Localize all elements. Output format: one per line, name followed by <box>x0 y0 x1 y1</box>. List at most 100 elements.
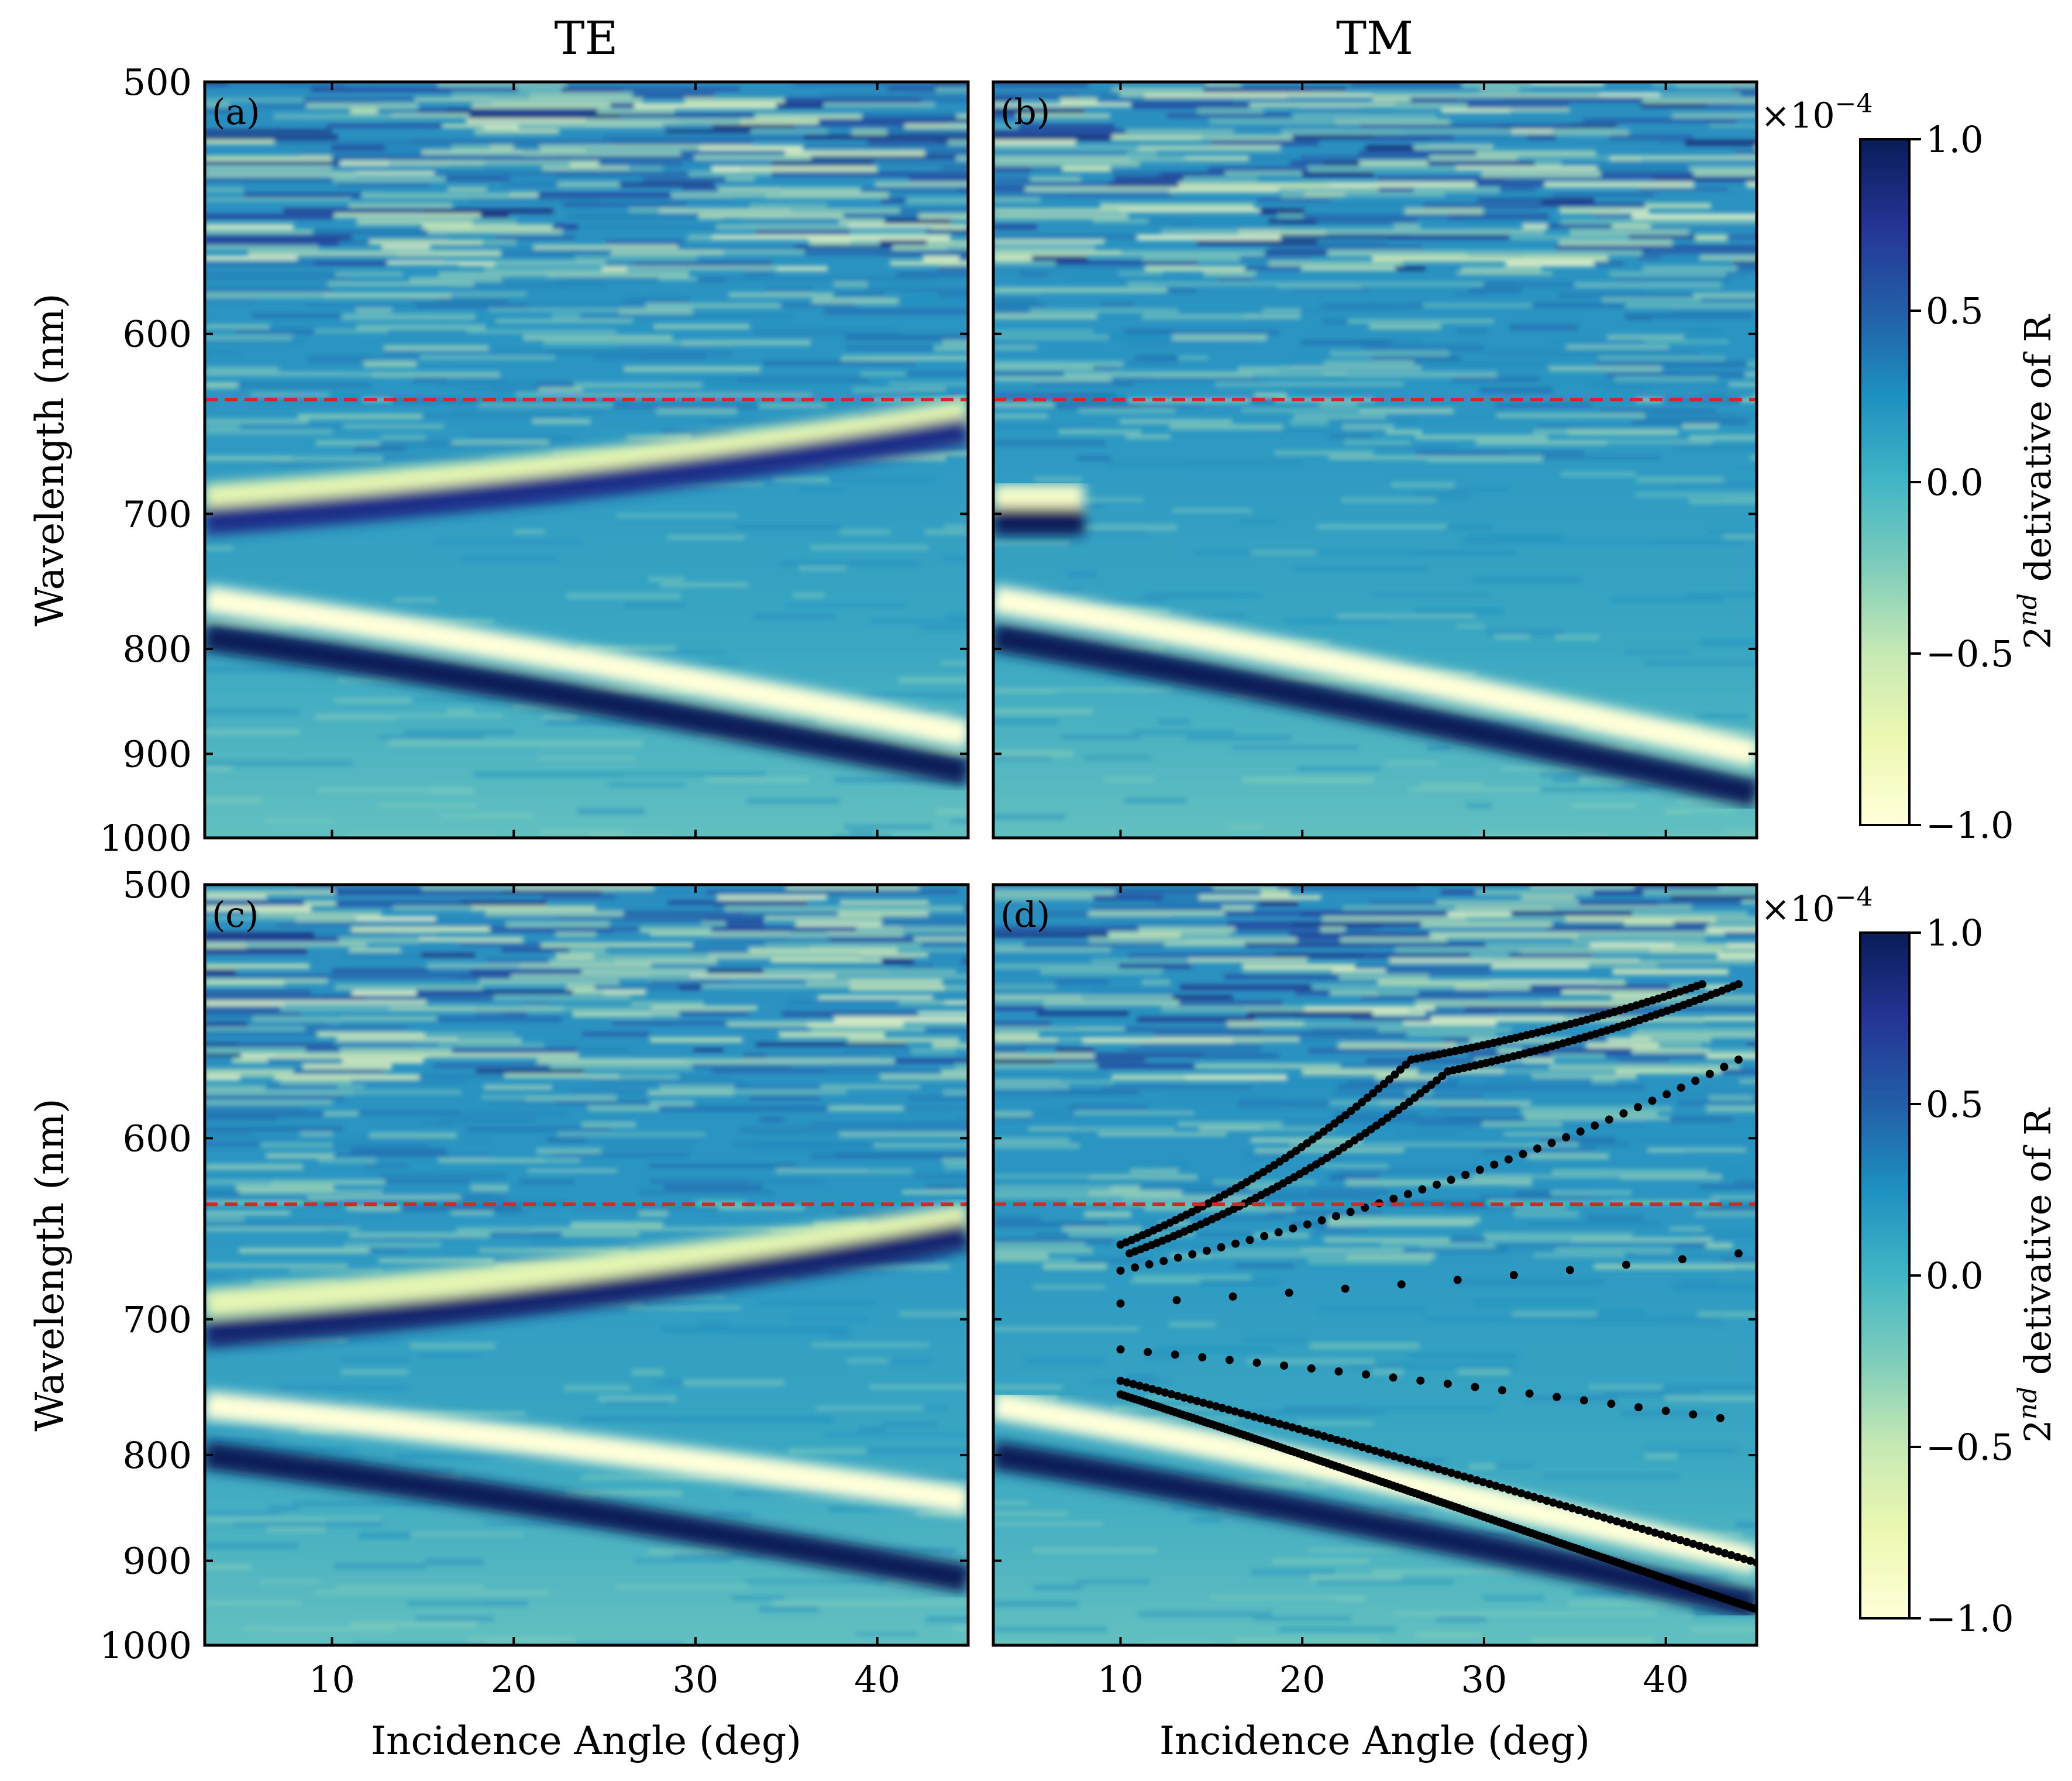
x-tick-label: 10 <box>1097 1658 1144 1701</box>
overlay-marker <box>1485 1480 1494 1488</box>
overlay-marker <box>1341 1111 1350 1120</box>
overlay-marker <box>1173 1391 1182 1400</box>
overlay-marker <box>1199 1398 1207 1407</box>
overlay-marker <box>1390 1070 1399 1079</box>
overlay-marker <box>1303 1220 1312 1229</box>
colorbar-tick-label: 0.5 <box>1926 290 1984 332</box>
overlay-marker <box>1415 1459 1424 1468</box>
overlay-marker <box>1517 1489 1526 1498</box>
overlay-marker <box>1689 1410 1698 1419</box>
y-tick-label: 600 <box>123 1117 192 1160</box>
colorbar-bottom: 1.0 0.5 0.0 −0.5 −1.0 ×10−4 2nd detivative o… <box>1761 882 2059 1640</box>
colorbar-bottom-scale <box>1859 931 1911 1620</box>
overlay-marker <box>1274 1228 1283 1237</box>
overlay-marker <box>1262 1416 1271 1425</box>
colorbar-tick-label: 0.0 <box>1926 1254 1984 1297</box>
overlay-marker <box>1326 1434 1335 1442</box>
colorbar-top-multiplier: ×10−4 <box>1761 89 1873 136</box>
overlay-marker <box>1288 1423 1297 1432</box>
overlay-marker <box>1576 1127 1585 1136</box>
overlay-marker <box>1591 1121 1599 1130</box>
overlay-marker <box>1702 1543 1710 1552</box>
overlay-marker <box>1374 1084 1383 1093</box>
band-2 <box>993 1441 1757 1620</box>
colorbar-tick-label: −0.5 <box>1926 632 2014 675</box>
overlay-marker <box>1734 1055 1743 1064</box>
colorbar-tick-label: 1.0 <box>1926 912 1984 954</box>
colorbar-bottom-label: 2nd detivative of R <box>2013 1107 2059 1443</box>
overlay-marker <box>1129 1380 1138 1388</box>
overlay-marker <box>1396 1065 1405 1074</box>
heatmap-3 <box>205 885 968 1645</box>
overlay-marker <box>1475 1165 1484 1174</box>
overlay-marker <box>1285 1288 1293 1297</box>
overlay-marker <box>1416 1376 1425 1385</box>
y-tick-label: 1000 <box>99 1624 192 1667</box>
axes-frame <box>203 80 970 840</box>
overlay-marker <box>1682 1538 1691 1546</box>
overlay-marker <box>1612 1517 1621 1526</box>
overlay-marker <box>1116 1377 1125 1385</box>
y-tick-label: 600 <box>123 313 192 356</box>
spectral-bands <box>205 1204 968 1593</box>
overlay-marker <box>1479 1478 1488 1487</box>
overlay-marker <box>1453 1470 1462 1479</box>
overlay-marker <box>1634 1103 1642 1112</box>
overlay-marker <box>1574 1506 1583 1514</box>
y-tick-label: 700 <box>123 1298 192 1341</box>
overlay-marker <box>1663 1090 1671 1099</box>
overlay-marker <box>1670 1534 1678 1543</box>
overlay-marker <box>1625 1521 1634 1529</box>
overlay-marker <box>1307 1364 1316 1373</box>
band-2 <box>205 1222 968 1349</box>
overlay-marker <box>1689 1539 1698 1548</box>
colorbar-top-label: 2nd detivative of R <box>2013 314 2059 649</box>
overlay-marker <box>1198 1353 1207 1361</box>
panel-tag: (c) <box>212 895 259 936</box>
y-axis-label-bottom: Wavelength (nm) <box>27 1098 73 1431</box>
overlay-marker <box>1250 1412 1258 1421</box>
overlay-marker <box>1148 1385 1157 1394</box>
overlay-marker <box>1116 1299 1125 1308</box>
overlay-marker <box>1525 1389 1534 1398</box>
overlay-marker <box>1555 1500 1564 1509</box>
overlay-marker <box>1345 1439 1354 1448</box>
overlay-marker <box>1547 1139 1556 1147</box>
overlay-marker <box>1562 1133 1571 1142</box>
y-tick-label: 900 <box>123 733 192 775</box>
overlay-marker <box>1313 1430 1322 1439</box>
band-3 <box>993 585 1757 768</box>
overlay-marker <box>1734 1249 1743 1258</box>
overlay-marker <box>1332 1212 1340 1220</box>
heatmap-1 <box>205 82 968 838</box>
overlay-marker <box>1116 1345 1125 1354</box>
overlay-marker <box>1593 1511 1602 1520</box>
colorbar-tick-label: 0.5 <box>1926 1083 1984 1126</box>
y-tick-label: 1000 <box>99 817 192 859</box>
overlay-marker <box>1396 1454 1405 1463</box>
overlay-marker <box>1369 1089 1377 1098</box>
overlay-marker <box>1433 1076 1441 1085</box>
overlay-marker <box>1434 1465 1443 1473</box>
overlay-marker <box>1317 1216 1326 1225</box>
spectral-bands <box>205 398 968 786</box>
overlay-marker <box>1390 1452 1399 1460</box>
overlay-marker <box>1472 1476 1481 1484</box>
overlay-marker <box>1161 1388 1169 1397</box>
x-tick-label: 30 <box>672 1658 718 1701</box>
overlay-marker <box>1695 1542 1704 1550</box>
overlay-marker <box>1131 1263 1140 1272</box>
colorbar-top-scale <box>1859 138 1911 826</box>
overlay-marker <box>1377 1448 1386 1457</box>
x-axis-label-right: Incidence Angle (deg) <box>1159 1718 1590 1763</box>
overlay-marker <box>1678 1255 1686 1264</box>
overlay-marker <box>1466 1474 1475 1483</box>
overlay-series-7 <box>1116 1390 1757 1614</box>
overlay-marker <box>1733 1553 1742 1562</box>
panel-tag: (b) <box>1000 92 1050 133</box>
spectral-bands <box>993 484 1757 808</box>
colorbar-tick-label: −1.0 <box>1926 804 2014 847</box>
overlay-marker <box>1379 1079 1388 1088</box>
overlay-marker <box>1339 1438 1348 1446</box>
overlay-marker <box>1364 1445 1373 1453</box>
